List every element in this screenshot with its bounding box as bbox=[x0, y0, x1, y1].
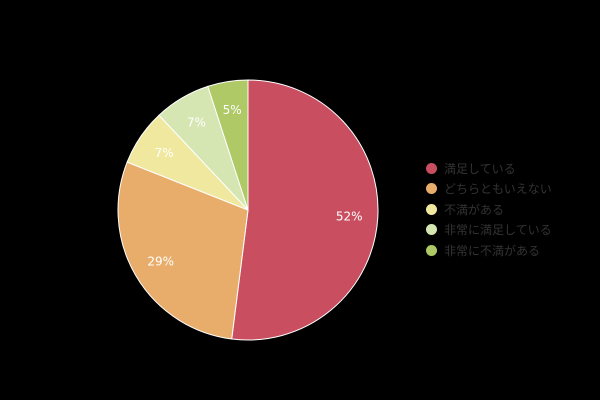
pie-slice bbox=[231, 79, 379, 341]
legend-label: 不満がある bbox=[444, 202, 505, 217]
slice-label: 7% bbox=[187, 116, 206, 130]
pie-slice bbox=[207, 79, 249, 211]
legend-swatch bbox=[426, 244, 437, 256]
legend-item: 不満がある bbox=[426, 199, 552, 220]
slice-label: 7% bbox=[155, 146, 174, 160]
legend-label: 非常に満足している bbox=[444, 223, 552, 238]
legend-label: どちらともいえない bbox=[444, 182, 552, 197]
legend-swatch bbox=[426, 183, 437, 195]
legend: 満足しているどちらともいえない 不満がある非常に満足している 非常に不満がある bbox=[426, 158, 552, 261]
legend-swatch bbox=[426, 162, 437, 174]
legend-label: 非常に不満がある bbox=[444, 243, 541, 258]
slice-label: 52% bbox=[336, 209, 363, 223]
legend-item: 満足している bbox=[426, 158, 552, 179]
slice-label: 29% bbox=[147, 255, 174, 269]
legend-swatch bbox=[426, 203, 437, 215]
slice-label: 5% bbox=[223, 103, 242, 117]
legend-swatch bbox=[426, 224, 437, 236]
legend-item: 非常に満足している bbox=[426, 220, 552, 241]
legend-label: 満足している bbox=[444, 161, 516, 176]
pie-slice bbox=[117, 161, 249, 340]
legend-item: 非常に不満がある bbox=[426, 240, 552, 261]
legend-item: どちらともいえない bbox=[426, 179, 552, 200]
